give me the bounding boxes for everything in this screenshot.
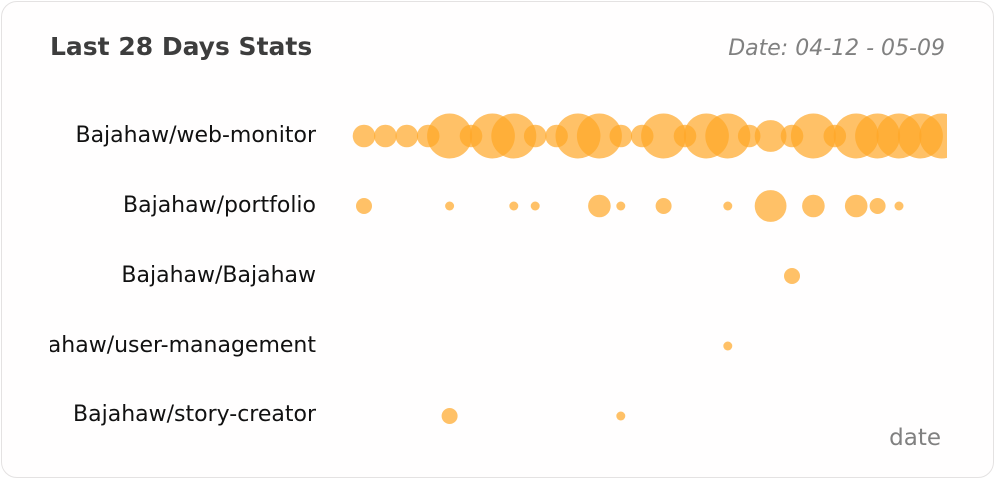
commit-bubble <box>844 194 868 218</box>
commit-bubble <box>395 124 419 148</box>
commit-bubble <box>445 201 455 211</box>
commit-bubble <box>588 194 611 218</box>
chart-title: Last 28 Days Stats <box>50 32 313 61</box>
commit-bubble <box>576 113 622 159</box>
commit-bubble <box>790 113 836 159</box>
repo-label: Bajahaw/Bajahaw <box>121 263 316 288</box>
commit-bubble <box>616 411 626 421</box>
commit-bubble <box>754 190 787 222</box>
commit-bubble <box>641 113 687 159</box>
commit-bubble <box>441 408 458 424</box>
commit-bubble <box>655 198 672 214</box>
commit-bubble <box>705 113 751 159</box>
commit-bubble <box>356 198 372 214</box>
commit-bubble <box>609 124 633 148</box>
commit-bubble <box>919 113 947 159</box>
commit-bubble <box>491 113 537 159</box>
commit-bubble <box>869 198 886 214</box>
commit-bubble <box>754 120 787 152</box>
commit-bubble <box>509 201 519 211</box>
commit-bubble <box>523 124 547 148</box>
commit-bubble <box>737 124 761 148</box>
commit-bubble <box>530 201 540 211</box>
commit-bubble <box>723 341 733 351</box>
repo-labels: Bajahaw/web-monitor Bajahaw/portfolio Ba… <box>50 2 316 477</box>
commit-bubble <box>784 268 800 284</box>
repo-label: Bajahaw/user-management <box>50 333 316 358</box>
x-axis-label: date <box>889 425 941 451</box>
commit-bubble <box>427 113 473 159</box>
commit-bubble <box>374 124 397 148</box>
commit-bubble <box>723 201 733 211</box>
repo-label: Bajahaw/portfolio <box>123 193 316 218</box>
commit-bubble <box>894 201 904 211</box>
repo-label: Bajahaw/story-creator <box>73 402 316 427</box>
commit-bubble <box>802 194 825 218</box>
commit-bubble <box>616 201 626 211</box>
commit-bubble <box>352 124 376 148</box>
date-range: Date: 04-12 - 05-09 <box>728 36 945 61</box>
repo-label: Bajahaw/web-monitor <box>75 123 316 148</box>
